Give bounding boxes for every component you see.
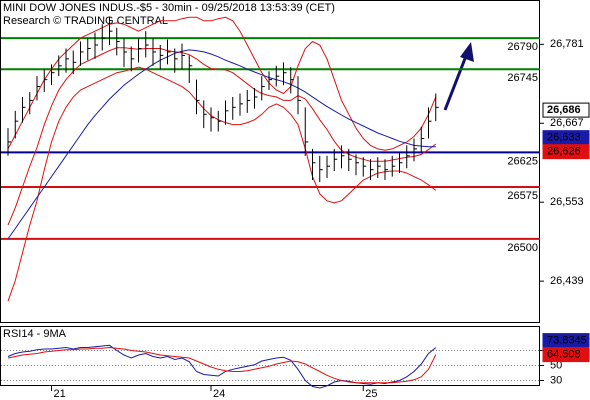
y-tick-label: 30 bbox=[550, 374, 562, 386]
y-tick-label: 26,667 bbox=[550, 117, 584, 129]
line bbox=[7, 49, 436, 240]
price-tag-label: 26,686 bbox=[547, 104, 581, 116]
line bbox=[7, 16, 437, 151]
y-tick-label: 26,553 bbox=[550, 196, 584, 208]
line bbox=[7, 344, 437, 389]
x-tick-label: 21 bbox=[54, 388, 66, 400]
y-tick-label: 50 bbox=[550, 359, 562, 371]
line bbox=[7, 346, 437, 384]
rsi-title: RSI14 - 9MA bbox=[3, 328, 67, 340]
level-label: 26745 bbox=[507, 72, 538, 84]
line bbox=[7, 47, 437, 226]
price-tag bbox=[542, 347, 590, 363]
price-panel bbox=[0, 0, 540, 323]
price-tag-label: 73.8345 bbox=[547, 335, 587, 347]
level-label: 26625 bbox=[507, 155, 538, 167]
price-tag-label: 64.508 bbox=[547, 349, 581, 361]
level-label: 26790 bbox=[507, 41, 538, 53]
price-tag-label: 26,633 bbox=[547, 132, 581, 144]
chart-title: MINI DOW JONES INDUS.-$5 - 30min - 09/25… bbox=[3, 2, 335, 14]
y-tick-label: 26,781 bbox=[550, 38, 584, 50]
level-label: 26500 bbox=[507, 242, 538, 254]
x-tick-label: 24 bbox=[213, 388, 225, 400]
y-tick-label: 26,439 bbox=[550, 275, 584, 287]
level-label: 26575 bbox=[507, 190, 538, 202]
rsi-panel bbox=[0, 326, 540, 386]
x-tick-label: 25 bbox=[365, 388, 377, 400]
chart-subtitle: Research © TRADING CENTRAL bbox=[3, 15, 168, 27]
price-tag-label: 26,626 bbox=[547, 146, 581, 158]
price-tag bbox=[542, 144, 590, 160]
line bbox=[7, 66, 437, 302]
forecast-arrow bbox=[443, 42, 474, 111]
price-tag bbox=[542, 102, 590, 118]
